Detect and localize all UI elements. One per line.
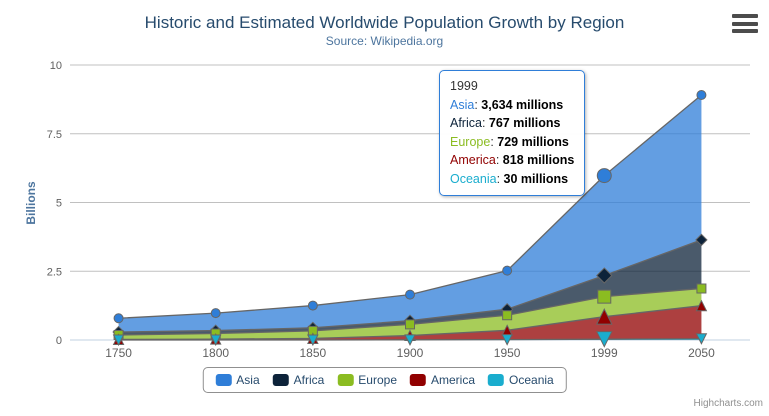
legend-swatch: [337, 374, 354, 386]
hamburger-icon: [732, 29, 758, 33]
y-tick-label: 2.5: [47, 266, 62, 278]
marker-triangle-america[interactable]: [695, 299, 708, 312]
tooltip-colon: :: [495, 153, 503, 167]
x-tick-label: 1900: [397, 346, 424, 360]
marker-triangle-down-oceania[interactable]: [209, 334, 222, 347]
credits-link[interactable]: Highcharts.com: [693, 398, 763, 409]
marker-circle-asia[interactable]: [502, 265, 513, 276]
tooltip: 1999 Asia: 3,634 millions Africa: 767 mi…: [439, 70, 586, 196]
area-africa[interactable]: [118, 239, 702, 335]
chart-title: Historic and Estimated Worldwide Populat…: [144, 13, 625, 32]
marker-square-europe[interactable]: [597, 289, 612, 304]
y-tick-label: 10: [50, 60, 62, 72]
x-tick-label: 1999: [591, 346, 618, 360]
tooltip-series-label: Oceania: [450, 171, 497, 186]
marker-triangle-down-oceania[interactable]: [112, 334, 125, 347]
marker-diamond-africa[interactable]: [596, 267, 613, 284]
tooltip-header: 1999: [450, 79, 478, 93]
tooltip-row: America: 818 millions: [450, 151, 574, 170]
x-tick-label: 1750: [105, 346, 132, 360]
tooltip-row: Asia: 3,634 millions: [450, 96, 574, 115]
tooltip-row: Africa: 767 millions: [450, 114, 574, 133]
tooltip-series-label: Europe: [450, 134, 491, 149]
legend-label: Asia: [236, 373, 260, 387]
legend-item-africa[interactable]: Africa: [272, 373, 325, 387]
tooltip-value: 818 millions: [502, 153, 575, 167]
tooltip-colon: :: [496, 171, 504, 186]
tooltip-value: 3,634 millions: [481, 97, 564, 112]
marker-circle-asia[interactable]: [113, 313, 124, 324]
tooltip-series-label: America: [450, 153, 496, 167]
legend-label: Africa: [293, 373, 325, 387]
legend-swatch: [488, 374, 505, 386]
tooltip-value: 767 millions: [488, 116, 561, 130]
legend-item-america[interactable]: America: [410, 373, 475, 387]
series-asia[interactable]: [113, 90, 707, 333]
area-asia[interactable]: [118, 95, 702, 333]
legend-swatch: [272, 374, 289, 386]
marker-triangle-america[interactable]: [595, 308, 613, 325]
tooltip-value: 729 millions: [497, 134, 569, 149]
y-tick-label: 0: [56, 335, 62, 347]
marker-square-europe[interactable]: [405, 319, 415, 330]
x-tick-label: 1850: [300, 346, 327, 360]
x-tick-label: 2050: [688, 346, 715, 360]
legend-label: America: [431, 373, 476, 387]
x-tick-label: 1800: [202, 346, 229, 360]
legend: Asia Africa Europe America Oceania: [202, 367, 567, 393]
marker-triangle-down-oceania[interactable]: [501, 334, 513, 346]
legend-swatch: [215, 374, 232, 386]
legend-item-oceania[interactable]: Oceania: [488, 373, 554, 387]
marker-square-europe[interactable]: [502, 310, 513, 321]
hamburger-icon: [732, 14, 758, 18]
tooltip-row: Oceania: 30 millions: [450, 170, 574, 189]
y-tick-label: 7.5: [47, 129, 62, 141]
tooltip-colon: :: [474, 97, 482, 112]
legend-swatch: [410, 374, 427, 386]
legend-label: Europe: [358, 373, 398, 387]
x-tick-label: 1950: [494, 346, 521, 360]
tooltip-value: 30 millions: [503, 171, 569, 186]
tooltip-series-label: Asia: [450, 97, 475, 112]
marker-circle-asia[interactable]: [307, 300, 318, 311]
tooltip-colon: :: [481, 116, 489, 130]
tooltip-row: Europe: 729 millions: [450, 133, 574, 152]
marker-circle-asia[interactable]: [210, 308, 221, 319]
marker-triangle-down-oceania[interactable]: [307, 334, 319, 347]
legend-label: Oceania: [509, 373, 554, 387]
context-menu-button[interactable]: [732, 14, 758, 33]
x-axis: 1750 1800 1850 1900 1950 1999 2050: [105, 346, 715, 360]
marker-circle-asia[interactable]: [596, 168, 612, 184]
marker-diamond-africa[interactable]: [695, 233, 708, 247]
tooltip-series-label: Africa: [450, 116, 482, 130]
marker-square-europe[interactable]: [696, 283, 707, 294]
marker-triangle-down-oceania[interactable]: [404, 334, 416, 346]
y-axis-title: Billions: [24, 181, 38, 225]
marker-circle-asia[interactable]: [405, 289, 415, 300]
legend-item-europe[interactable]: Europe: [337, 373, 397, 387]
legend-item-asia[interactable]: Asia: [215, 373, 260, 387]
marker-triangle-down-oceania[interactable]: [695, 333, 708, 345]
y-tick-label: 5: [56, 198, 62, 210]
hamburger-icon: [732, 21, 758, 26]
area-america[interactable]: [118, 305, 702, 340]
marker-triangle-down-oceania[interactable]: [595, 331, 613, 348]
tooltip-colon: :: [490, 134, 498, 149]
series-oceania[interactable]: [112, 331, 708, 348]
chart-subtitle: Source: Wikipedia.org: [325, 34, 444, 48]
marker-circle-asia[interactable]: [696, 90, 707, 101]
